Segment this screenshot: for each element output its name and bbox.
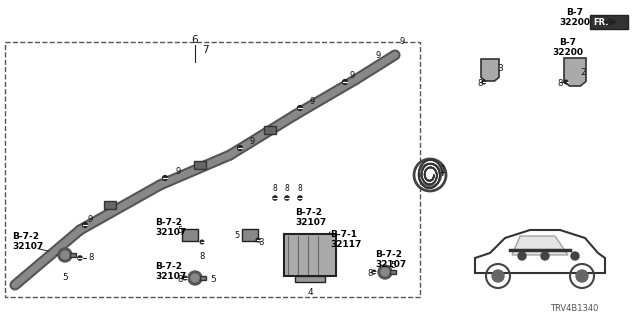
Bar xyxy=(284,234,336,276)
Text: 8: 8 xyxy=(477,78,483,87)
Circle shape xyxy=(200,240,204,244)
Text: 1: 1 xyxy=(440,165,446,175)
Bar xyxy=(104,201,116,209)
Text: 8: 8 xyxy=(367,268,373,277)
Circle shape xyxy=(83,223,88,228)
Bar xyxy=(242,229,258,241)
Bar xyxy=(5,42,420,297)
Circle shape xyxy=(183,276,187,280)
Text: B-7-2
32107: B-7-2 32107 xyxy=(12,232,44,252)
Text: 5: 5 xyxy=(235,230,240,239)
Bar xyxy=(390,270,396,274)
Text: 9: 9 xyxy=(310,97,316,106)
Circle shape xyxy=(285,196,289,200)
Text: 9: 9 xyxy=(250,137,255,146)
Text: 9: 9 xyxy=(400,37,405,46)
Circle shape xyxy=(61,251,69,259)
Text: 8: 8 xyxy=(298,184,302,193)
Polygon shape xyxy=(564,58,586,86)
Text: 8: 8 xyxy=(258,237,264,246)
Circle shape xyxy=(571,252,579,260)
Circle shape xyxy=(58,248,72,262)
Text: 8: 8 xyxy=(199,252,205,261)
Circle shape xyxy=(372,270,376,274)
Circle shape xyxy=(298,106,302,110)
Circle shape xyxy=(273,196,277,200)
Text: B-7
32200: B-7 32200 xyxy=(552,38,584,57)
Text: 5: 5 xyxy=(62,273,68,282)
Circle shape xyxy=(191,274,199,282)
Circle shape xyxy=(541,252,549,260)
Bar xyxy=(295,276,325,282)
Circle shape xyxy=(256,238,260,242)
Circle shape xyxy=(188,271,202,285)
Circle shape xyxy=(298,196,302,200)
Text: 2: 2 xyxy=(580,68,586,76)
Circle shape xyxy=(237,146,243,150)
Circle shape xyxy=(518,252,526,260)
Circle shape xyxy=(482,80,486,84)
Text: 8: 8 xyxy=(273,184,277,193)
Text: 5: 5 xyxy=(390,260,396,269)
Circle shape xyxy=(564,80,568,84)
Bar xyxy=(200,276,206,280)
Text: 8: 8 xyxy=(285,184,289,193)
Circle shape xyxy=(492,270,504,282)
Circle shape xyxy=(378,265,392,279)
Text: B-7
32200: B-7 32200 xyxy=(559,8,591,28)
Circle shape xyxy=(576,270,588,282)
Text: 5: 5 xyxy=(210,276,216,284)
Text: 9: 9 xyxy=(87,215,92,224)
Text: B-7-2
32107: B-7-2 32107 xyxy=(295,208,326,228)
Polygon shape xyxy=(512,236,568,255)
Text: 7: 7 xyxy=(202,45,208,55)
Text: 6: 6 xyxy=(192,35,198,45)
Bar xyxy=(194,161,206,169)
Text: B-7-2
32107: B-7-2 32107 xyxy=(155,218,186,237)
Text: 9: 9 xyxy=(375,51,380,60)
Bar xyxy=(590,15,628,29)
Text: 9: 9 xyxy=(175,167,180,176)
Text: B-7-2
32107: B-7-2 32107 xyxy=(155,262,186,281)
Text: B-7-1
32117: B-7-1 32117 xyxy=(330,230,362,249)
Bar xyxy=(70,253,76,257)
Text: 8: 8 xyxy=(178,275,183,284)
Text: 9: 9 xyxy=(350,71,355,80)
Text: B-7-2
32107: B-7-2 32107 xyxy=(375,250,406,269)
Text: FR.: FR. xyxy=(593,18,609,27)
Text: 8: 8 xyxy=(88,253,93,262)
Text: 8: 8 xyxy=(557,78,563,87)
Text: 4: 4 xyxy=(307,288,313,297)
Text: 5: 5 xyxy=(178,226,183,235)
Circle shape xyxy=(78,256,82,260)
Text: 3: 3 xyxy=(497,63,503,73)
Bar xyxy=(182,229,198,241)
Circle shape xyxy=(163,176,168,180)
Polygon shape xyxy=(481,59,499,81)
Circle shape xyxy=(381,268,389,276)
Circle shape xyxy=(342,80,348,84)
Bar xyxy=(264,126,276,134)
Text: TRV4B1340: TRV4B1340 xyxy=(550,304,598,313)
